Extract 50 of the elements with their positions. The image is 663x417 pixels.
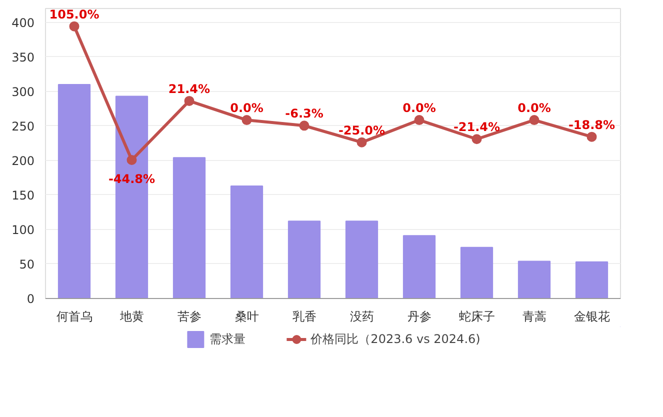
- bar: [402, 235, 436, 298]
- point: [242, 115, 252, 126]
- legend-label: 价格同比（2023.6 vs 2024.6): [310, 330, 480, 348]
- point: [126, 155, 137, 166]
- data-label: 0.0%: [518, 101, 551, 116]
- y-tick-label: 350: [12, 50, 34, 64]
- data-label: 0.0%: [230, 101, 264, 116]
- y-tick-label: 50: [19, 257, 35, 272]
- data-label: 105.0%: [49, 7, 100, 22]
- x-tick-label: 何首乌: [56, 310, 92, 324]
- bar: [575, 261, 608, 298]
- bar: [345, 220, 378, 298]
- bar: [58, 84, 91, 298]
- x-tick-label: 地黄: [118, 310, 144, 324]
- x-tick-label: 乳香: [292, 310, 316, 324]
- point: [472, 134, 482, 144]
- point: [586, 132, 597, 142]
- y-tick-label: 300: [12, 84, 34, 99]
- point: [69, 21, 80, 32]
- point: [299, 120, 310, 131]
- x-tick-label: 没药: [350, 310, 374, 324]
- y-tick-label: 250: [12, 119, 34, 134]
- y-tick-label: 0: [26, 292, 35, 306]
- bar: [230, 185, 264, 298]
- x-tick-label: 丹参: [407, 310, 432, 324]
- data-label: -44.8%: [108, 172, 156, 186]
- legend-label: 需求量: [210, 330, 246, 348]
- bar: [460, 246, 494, 298]
- x-tick-label: 金银花: [574, 310, 610, 324]
- point: [184, 96, 194, 106]
- x-tick-label: 桑叶: [234, 310, 259, 324]
- y-tick-label: 200: [12, 154, 34, 168]
- point: [356, 137, 367, 148]
- data-label: -18.8%: [568, 118, 616, 132]
- y-tick-label: 100: [12, 222, 34, 237]
- data-label: 21.4%: [168, 82, 210, 96]
- data-label: -6.3%: [285, 106, 324, 121]
- x-tick-label: 青蒿: [522, 310, 546, 324]
- point: [529, 115, 540, 126]
- bar: [518, 260, 551, 298]
- bar: [288, 220, 321, 298]
- x-tick-label: 苦参: [177, 310, 202, 324]
- y-tick-label: 400: [12, 16, 34, 30]
- point: [414, 115, 424, 126]
- data-label: -25.0%: [338, 123, 386, 138]
- y-tick-label: 150: [12, 188, 34, 202]
- bar: [172, 157, 206, 298]
- data-label: 0.0%: [402, 101, 436, 116]
- data-label: -21.4%: [453, 120, 500, 134]
- x-tick-label: 蛇床子: [458, 310, 495, 324]
